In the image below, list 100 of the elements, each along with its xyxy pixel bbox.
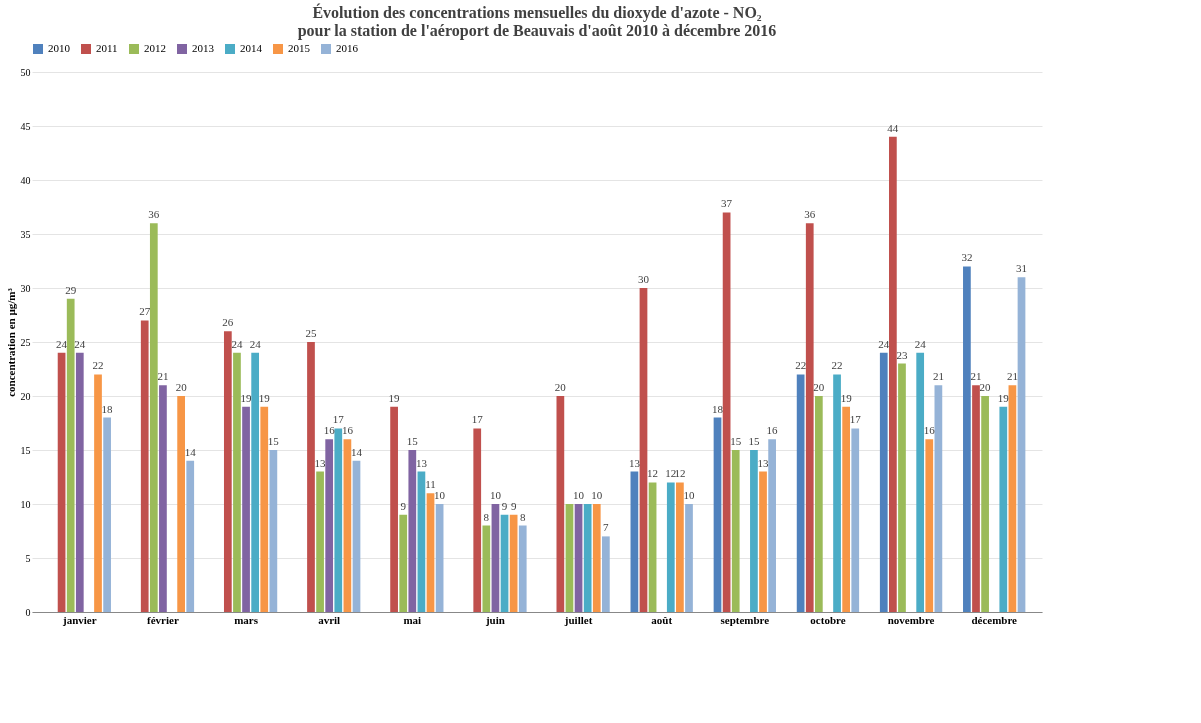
x-tick-label: octobre <box>810 613 846 626</box>
bar <box>66 298 75 612</box>
bar <box>713 417 722 612</box>
bar <box>722 212 731 612</box>
data-label: 13 <box>314 456 327 469</box>
bar <box>316 471 324 612</box>
data-label: 16 <box>923 424 936 437</box>
y-tick-label: 30 <box>20 282 31 294</box>
bar <box>842 406 851 612</box>
data-label: 10 <box>683 489 695 501</box>
data-label: 9 <box>510 499 517 512</box>
data-label: 15 <box>267 435 280 447</box>
data-label: 10 <box>573 489 585 501</box>
data-label: 23 <box>896 348 908 361</box>
data-label: 21 <box>932 370 944 383</box>
bar <box>325 439 334 612</box>
data-label: 24 <box>878 337 890 350</box>
bar <box>574 504 583 612</box>
data-label: 22 <box>92 359 104 372</box>
bar <box>390 406 398 612</box>
x-tick-label: août <box>651 613 673 626</box>
data-label: 13 <box>628 456 641 469</box>
data-label: 24 <box>56 337 68 350</box>
data-label: 14 <box>350 445 363 458</box>
x-tick-label: septembre <box>720 613 770 626</box>
data-label: 24 <box>914 337 927 350</box>
data-label: 18 <box>712 402 724 415</box>
data-label: 12 <box>665 467 677 480</box>
data-label: 16 <box>323 424 336 437</box>
y-tick-label: 25 <box>20 336 31 348</box>
bar <box>925 439 934 612</box>
data-label: 12 <box>647 467 659 480</box>
bar <box>648 482 657 612</box>
y-tick-label: 20 <box>20 390 31 402</box>
bar <box>583 504 592 612</box>
bar <box>334 428 343 612</box>
data-label: 8 <box>519 510 526 523</box>
y-tick-label: 5 <box>25 552 31 564</box>
x-tick-label: décembre <box>971 613 1018 626</box>
data-label: 22 <box>795 359 807 372</box>
bar <box>491 504 500 612</box>
bar <box>57 352 66 612</box>
bar <box>851 428 860 612</box>
data-label: 13 <box>415 456 428 469</box>
bar <box>186 460 195 612</box>
bar <box>768 439 776 612</box>
y-tick-label: 50 <box>20 66 31 78</box>
bar <box>759 471 767 612</box>
data-label: 10 <box>489 489 502 501</box>
bar <box>269 450 278 612</box>
data-label: 21 <box>970 370 982 383</box>
bar <box>676 482 684 612</box>
data-label: 27 <box>139 305 151 318</box>
data-label: 13 <box>757 456 770 469</box>
x-tick-label: février <box>147 613 179 626</box>
data-label: 18 <box>101 402 114 415</box>
y-tick-label: 0 <box>25 606 31 618</box>
data-label: 29 <box>65 283 77 296</box>
bar <box>916 352 925 612</box>
data-label: 12 <box>674 467 686 480</box>
data-label: 17 <box>332 413 345 426</box>
data-label: 20 <box>979 381 992 393</box>
bar <box>898 363 906 612</box>
data-label: 24 <box>74 337 86 350</box>
y-tick-label: 40 <box>20 174 31 186</box>
legend-label: 2014 <box>240 42 263 54</box>
bar <box>814 396 823 612</box>
data-label: 17 <box>849 413 862 426</box>
data-label: 14 <box>184 445 197 458</box>
bar <box>796 374 805 612</box>
data-label: 20 <box>813 381 825 393</box>
data-label: 44 <box>887 121 899 134</box>
bar <box>518 525 527 612</box>
bar <box>242 406 250 612</box>
data-label: 24 <box>249 337 262 350</box>
bar <box>731 450 740 612</box>
data-label: 36 <box>804 208 816 221</box>
bar <box>482 525 491 612</box>
data-label: 10 <box>434 489 446 501</box>
bar <box>592 504 601 612</box>
data-label: 20 <box>175 381 188 393</box>
bar <box>639 288 648 612</box>
bar <box>149 223 158 612</box>
bar <box>399 514 408 612</box>
y-tick-label: 45 <box>20 120 31 132</box>
legend-label: 2011 <box>96 42 118 54</box>
bar <box>972 385 980 612</box>
x-tick-label: janvier <box>61 613 97 626</box>
data-label: 16 <box>341 424 354 437</box>
bar <box>103 417 111 612</box>
bar <box>1008 385 1017 612</box>
x-tick-label: avril <box>318 613 341 626</box>
data-label: 26 <box>222 316 234 329</box>
data-label: 15 <box>748 435 760 447</box>
data-label: 20 <box>554 381 567 393</box>
bar <box>343 439 352 612</box>
y-tick-label: 10 <box>20 498 31 510</box>
data-label: 24 <box>231 337 243 350</box>
bar <box>630 471 639 612</box>
data-label: 31 <box>1016 262 1028 275</box>
